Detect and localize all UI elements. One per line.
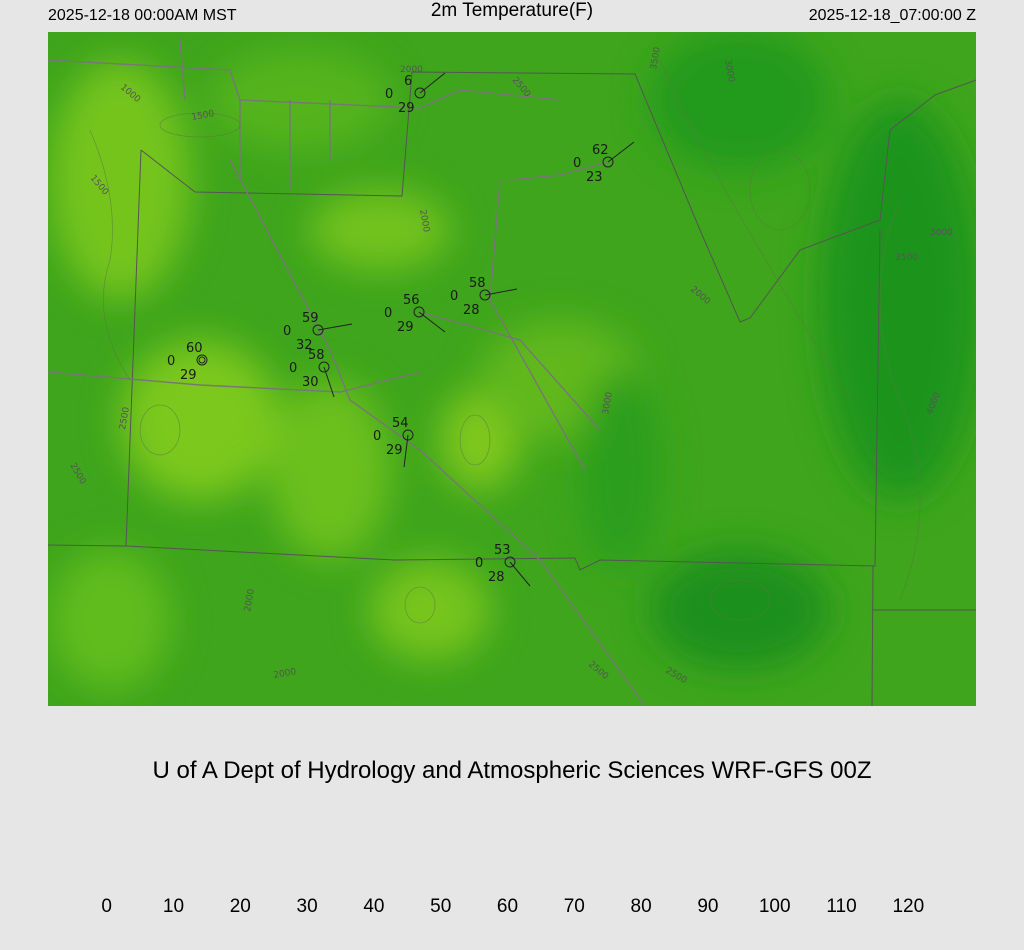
colorbar-tick-label: 50 — [430, 896, 451, 917]
dewpoint: 28 — [488, 570, 505, 585]
colorbar-tick-label: 110 — [826, 896, 856, 917]
station-left-value: 0 — [475, 556, 483, 571]
station-circle — [414, 87, 426, 99]
map-title: 2m Temperature(F) — [431, 0, 593, 21]
temperature: 59 — [302, 311, 319, 326]
colorbar-tick-label: 90 — [697, 896, 718, 917]
contour-label: 2000 — [273, 667, 298, 681]
temperature: 60 — [186, 341, 203, 356]
colorbar-tick-label: 0 — [101, 896, 112, 917]
colorbar-tick-label: 60 — [497, 896, 518, 917]
station-left-value: 0 — [384, 306, 392, 321]
wind-barb — [403, 434, 409, 468]
station-plots: 6029620235802856029590326002958030540295… — [167, 72, 635, 587]
temperature: 58 — [308, 348, 325, 363]
station-left-value: 0 — [289, 361, 297, 376]
dewpoint: 29 — [398, 101, 415, 116]
boundaries — [48, 71, 976, 706]
colorbar-tick-label: 100 — [759, 896, 791, 917]
station-circle — [312, 324, 324, 336]
wind-barb — [418, 311, 446, 333]
roads — [48, 39, 646, 706]
dewpoint: 28 — [463, 303, 480, 318]
wind-barb — [509, 561, 531, 587]
colorbar-tick-label: 30 — [297, 896, 318, 917]
station-left-value: 0 — [373, 429, 381, 444]
station-left-value: 0 — [573, 156, 581, 171]
wind-barb — [419, 72, 446, 94]
contour-label: 3000 — [601, 391, 615, 416]
station-circle — [504, 556, 516, 568]
contour-label: 2000 — [417, 209, 431, 234]
dewpoint: 32 — [296, 338, 313, 353]
contour-label: 2500 — [118, 406, 132, 431]
colorbar-tick-label: 120 — [892, 896, 924, 917]
dewpoint: 23 — [586, 170, 603, 185]
colorbar-tick-label: 40 — [363, 896, 384, 917]
calm-ring — [198, 356, 206, 364]
colorbar-tick-label: 10 — [163, 896, 184, 917]
station-left-value: 0 — [450, 289, 458, 304]
credit: U of A Dept of Hydrology and Atmospheric… — [153, 757, 872, 784]
colorbar-tick-label: 20 — [230, 896, 251, 917]
contours — [89, 59, 921, 624]
valid-local-time: 2025-12-18 00:00AM MST — [48, 7, 237, 24]
dewpoint: 29 — [397, 320, 414, 335]
dewpoint: 29 — [386, 443, 403, 458]
station-left-value: 0 — [167, 354, 175, 369]
wind-barb — [484, 288, 518, 296]
station-circle — [196, 354, 208, 366]
colorbar-tick-label: 70 — [564, 896, 585, 917]
temperature: 62 — [592, 143, 609, 158]
contour-label: 3500 — [649, 46, 663, 71]
contour-label: 1500 — [191, 109, 216, 123]
contour-label: 3500 — [895, 253, 918, 263]
map — [48, 32, 976, 706]
station-circle — [402, 429, 414, 441]
station-left-value: 0 — [385, 87, 393, 102]
temperature: 56 — [403, 293, 420, 308]
station-circle — [479, 289, 491, 301]
temperature: 54 — [392, 416, 409, 431]
contour-label: 2000 — [400, 65, 423, 75]
station-left-value: 0 — [283, 324, 291, 339]
dewpoint: 29 — [180, 368, 197, 383]
temperature: 58 — [469, 276, 486, 291]
wind-barb — [317, 323, 353, 331]
valid-utc-time: 2025-12-18_07:00:00 Z — [809, 7, 976, 24]
station-circle — [318, 361, 330, 373]
station-circle — [413, 306, 425, 318]
wind-barb — [323, 366, 335, 398]
contour-label: 3000 — [930, 228, 953, 238]
contour-label: 3000 — [722, 59, 736, 84]
temperature: 6 — [404, 74, 412, 89]
colorbar-tick-label: 80 — [631, 896, 652, 917]
wind-barb — [607, 141, 635, 163]
station-circle — [602, 156, 614, 168]
temperature: 53 — [494, 543, 511, 558]
dewpoint: 30 — [302, 375, 319, 390]
colorbar-ticks: 0 10 20 30 40 50 60 70 80 90 100 110 120 — [101, 896, 924, 917]
contour-label: 2000 — [243, 588, 257, 613]
terrain-shading — [50, 32, 976, 690]
